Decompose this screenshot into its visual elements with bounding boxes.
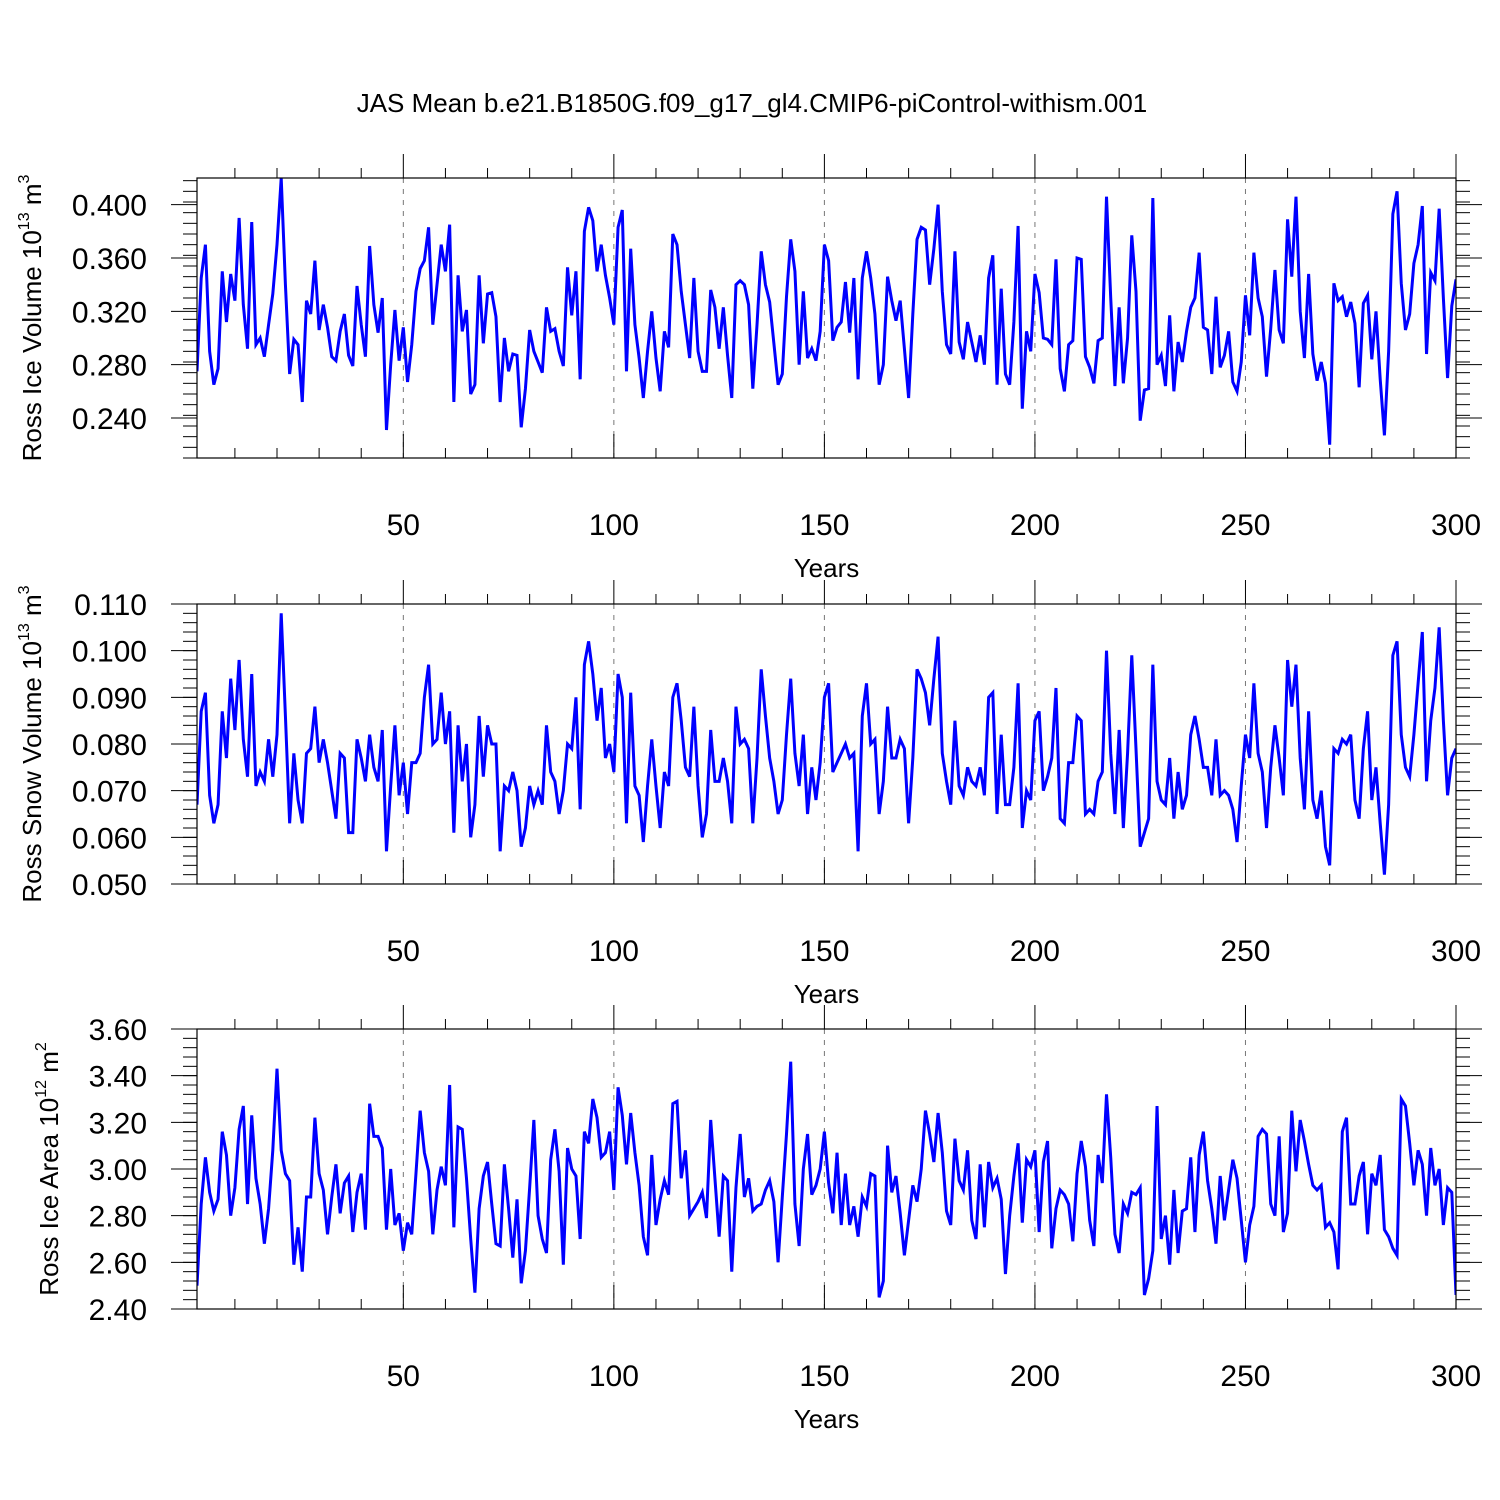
y-tick-label: 2.60 xyxy=(89,1247,147,1280)
y-tick-label: 0.100 xyxy=(72,636,147,669)
x-tick-label: 300 xyxy=(1431,509,1481,542)
x-tick-label: 50 xyxy=(387,935,420,968)
x-tick-label: 300 xyxy=(1431,935,1481,968)
y-tick-label: 3.40 xyxy=(89,1061,147,1094)
y-tick-label: 0.280 xyxy=(72,350,147,383)
series-line-ross-ice-volume xyxy=(197,177,1456,445)
x-tick-label: 50 xyxy=(387,1360,420,1393)
x-tick-label: 250 xyxy=(1220,509,1270,542)
y-tick-label: 2.80 xyxy=(89,1201,147,1234)
y-tick-label: 0.090 xyxy=(72,682,147,715)
x-tick-label: 100 xyxy=(589,1360,639,1393)
y-tick-label: 0.400 xyxy=(72,190,147,223)
x-tick-label: 200 xyxy=(1010,935,1060,968)
x-tick-label: 250 xyxy=(1220,1360,1270,1393)
x-tick-label: 250 xyxy=(1220,935,1270,968)
y-tick-label: 0.060 xyxy=(72,822,147,855)
y-tick-label: 0.240 xyxy=(72,403,147,436)
y-axis-label: Ross Ice Volume 1013 m3 xyxy=(16,174,47,461)
series-line-ross-ice-area xyxy=(197,1061,1456,1298)
y-tick-label: 2.40 xyxy=(89,1294,147,1327)
x-tick-label: 50 xyxy=(387,509,420,542)
y-tick-label: 3.00 xyxy=(89,1154,147,1187)
y-tick-label: 0.070 xyxy=(72,776,147,809)
plot-frame xyxy=(196,603,1457,885)
x-tick-label: 200 xyxy=(1010,1360,1060,1393)
x-tick-label: 100 xyxy=(589,935,639,968)
chart-panel-3: 2.40 2.60 2.80 3.00 3.20 3.40 3.60 50 100 150 200 2… xyxy=(33,1005,1482,1434)
x-tick-label: 200 xyxy=(1010,509,1060,542)
chart-panel-1: 0.240 0.280 0.320 0.360 0.400 50 100 150 200 250 3… xyxy=(16,154,1482,583)
x-tick-label: 100 xyxy=(589,509,639,542)
x-tick-label: 150 xyxy=(799,935,849,968)
y-tick-label: 0.110 xyxy=(74,589,147,622)
x-tick-label: 150 xyxy=(799,509,849,542)
y-axis-label: Ross Ice Area 1012 m2 xyxy=(33,1042,64,1296)
chart-title: JAS Mean b.e21.B1850G.f09_g17_gl4.CMIP6-… xyxy=(357,88,1148,118)
x-tick-label: 300 xyxy=(1431,1360,1481,1393)
x-tick-label: 150 xyxy=(799,1360,849,1393)
y-tick-label: 3.60 xyxy=(89,1014,147,1047)
chart-panel-2: 0.050 0.060 0.070 0.080 0.090 0.100 0.110 50 100… xyxy=(16,580,1482,1009)
plot-frame xyxy=(196,1028,1457,1310)
y-tick-label: 0.050 xyxy=(72,869,147,902)
y-tick-label: 0.080 xyxy=(72,729,147,762)
y-tick-label: 3.20 xyxy=(89,1107,147,1140)
plot-frame xyxy=(196,177,1457,459)
y-axis-label: Ross Snow Volume 1013 m3 xyxy=(16,585,47,902)
x-axis-label: Years xyxy=(794,979,860,1009)
y-tick-label: 0.320 xyxy=(72,296,147,329)
y-tick-label: 0.360 xyxy=(72,243,147,276)
x-axis-label: Years xyxy=(794,553,860,583)
series-line-ross-snow-volume xyxy=(197,613,1456,875)
x-axis-label: Years xyxy=(794,1404,860,1434)
